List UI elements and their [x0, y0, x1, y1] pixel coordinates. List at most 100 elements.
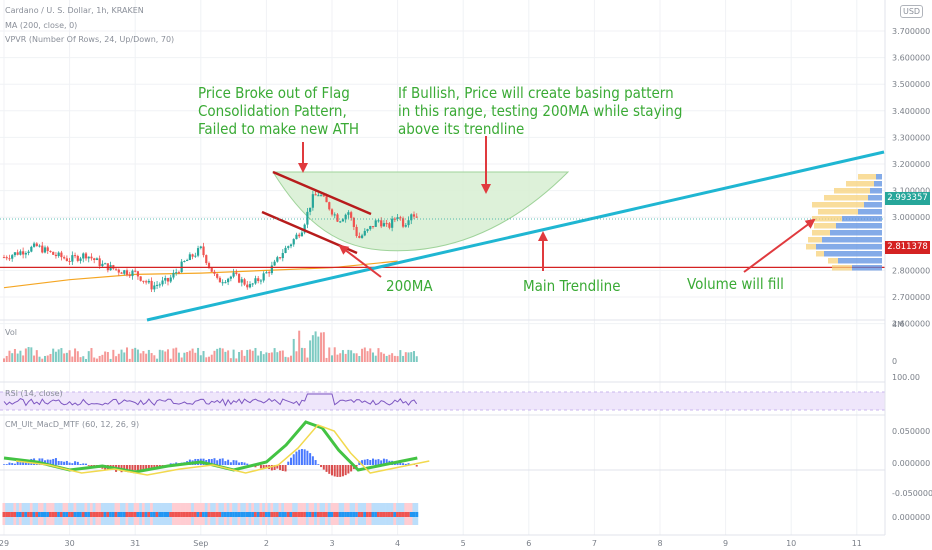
price-tick-label: 3.400000	[892, 107, 930, 116]
candle-body	[232, 272, 235, 277]
macd-histogram-bar	[150, 465, 153, 470]
trend-bar-value	[98, 512, 102, 517]
trend-bar-value	[262, 512, 266, 517]
macd-histogram-bar	[5, 464, 8, 465]
vpvr-bar-down	[868, 195, 882, 201]
macd-histogram-bar	[153, 465, 156, 469]
flag-note-line-1: Price Broke out of Flag	[198, 84, 350, 102]
price-tick-label: 2.800000	[892, 266, 930, 275]
candle-body	[60, 252, 63, 258]
candle-body	[101, 263, 104, 267]
macd-line	[3, 420, 418, 474]
volume-bar	[164, 351, 167, 362]
trend-bar-value	[202, 512, 206, 517]
volume-bar	[399, 350, 402, 362]
trend-bar-value	[207, 512, 211, 517]
macd-histogram-bar	[117, 465, 120, 470]
trend-bar-value	[32, 512, 36, 517]
macd-histogram-bar	[76, 461, 79, 465]
candle-body	[254, 278, 257, 284]
macd-histogram-bar	[54, 458, 57, 465]
macd-histogram-bar	[218, 458, 221, 465]
ma-legend[interactable]: MA (200, close, 0)	[5, 21, 78, 30]
trend-bar-value	[193, 512, 197, 517]
candle-body	[30, 246, 33, 252]
trend-bar-value	[24, 512, 28, 517]
candle-body	[391, 218, 394, 228]
trend-bar-value	[212, 512, 216, 517]
volume-bar	[109, 358, 112, 362]
volume-bar	[259, 351, 262, 362]
macd-histogram-bar	[333, 465, 336, 477]
price-tick-label: 3.200000	[892, 160, 930, 169]
candle-body	[380, 220, 383, 227]
trend-bar-value	[396, 512, 400, 517]
macd-histogram-bar	[292, 454, 295, 465]
currency-badge[interactable]: USD	[900, 5, 924, 18]
macd-histogram-bar	[142, 465, 145, 472]
volume-bar	[49, 353, 52, 362]
macd-histogram-bar	[317, 464, 320, 465]
trend-bar-value	[300, 512, 304, 517]
time-tick-label: 3	[329, 539, 334, 548]
flag-note-line-2: Consolidation Pattern,	[198, 102, 347, 120]
rsi-label[interactable]: RSI (14, close)	[5, 389, 63, 398]
trend-bar-value	[316, 512, 320, 517]
volume-bar	[380, 352, 383, 362]
candle-body	[139, 276, 142, 281]
candle-body	[262, 273, 265, 281]
volume-bar	[281, 350, 284, 362]
volume-bar	[101, 354, 104, 362]
macd-histogram-bar	[259, 465, 262, 469]
time-tick-label: 31	[130, 539, 140, 548]
annotation-arrows	[298, 136, 816, 278]
volume-bar	[317, 336, 320, 362]
trend-bar-value	[152, 512, 156, 517]
price-tick-label: 2.600000	[892, 320, 930, 329]
volume-bar	[57, 349, 60, 362]
volume-bar	[175, 347, 178, 362]
trend-bar-value	[311, 512, 315, 517]
trend-bar-value	[319, 512, 323, 517]
macd-label[interactable]: CM_Ult_MacD_MTF (60, 12, 26, 9)	[5, 420, 140, 429]
candle-body	[366, 229, 369, 231]
volume-bar	[172, 348, 175, 362]
vol-label[interactable]: Vol	[5, 328, 17, 337]
trend-bar-value	[267, 512, 271, 517]
macd-histogram-bar	[52, 458, 55, 465]
trend-bar-value	[253, 512, 257, 517]
candle-body	[147, 280, 150, 283]
trend-bar-value	[188, 512, 192, 517]
volume-bar	[306, 357, 309, 362]
chart-title[interactable]: Cardano / U. S. Dollar, 1h, KRAKEN	[5, 6, 144, 15]
macd-histogram-bar	[65, 460, 68, 465]
candle-body	[404, 225, 407, 227]
volume-bar	[352, 353, 355, 362]
candle-body	[328, 202, 331, 210]
vpvr-legend[interactable]: VPVR (Number Of Rows, 24, Up/Down, 70)	[5, 35, 175, 44]
trend-bar-value	[120, 512, 124, 517]
trend-bar-value	[223, 512, 227, 517]
trend-bar-value	[10, 512, 14, 517]
macd-histogram-bar	[246, 463, 249, 465]
trend-bar-value	[111, 512, 115, 517]
volume-bar	[150, 353, 153, 362]
macd-histogram-bar	[139, 465, 142, 472]
trend-bar-value	[374, 512, 378, 517]
trend-bar-value	[289, 512, 293, 517]
volume-bar	[27, 347, 30, 362]
volume-bar	[19, 350, 22, 362]
trend-bar-value	[106, 512, 110, 517]
macd-histogram-bar	[208, 459, 210, 465]
vpvr-bar-down	[836, 223, 882, 229]
macd-histogram-bar	[82, 463, 85, 465]
macd-histogram-bar	[229, 462, 232, 465]
macd-histogram-bar	[399, 461, 402, 465]
trend-bar-value	[117, 512, 121, 517]
volume-bar	[300, 347, 303, 362]
support-price-tag: 2.811378	[885, 241, 930, 254]
trend-bar-value	[327, 512, 331, 517]
volume-bar	[93, 357, 96, 362]
macd-histogram-bar	[11, 463, 14, 465]
